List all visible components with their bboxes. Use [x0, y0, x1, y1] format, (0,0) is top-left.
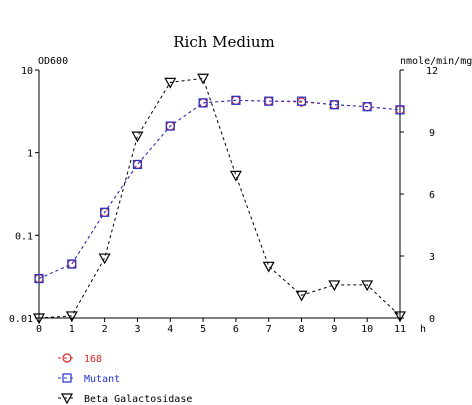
x-tick-label: 10 [361, 324, 373, 335]
right-axis-label: nmole/min/mg [400, 56, 472, 67]
data-point [131, 131, 144, 143]
legend-marker [62, 373, 72, 383]
data-point [295, 290, 308, 302]
data-point [328, 280, 341, 292]
data-point [361, 280, 374, 292]
data-point [132, 159, 143, 170]
data-point [164, 77, 177, 89]
series-line [38, 77, 401, 319]
data-point [264, 96, 274, 106]
data-point [229, 170, 242, 182]
right-tick-label: 6 [429, 190, 435, 201]
series-line [38, 99, 401, 280]
x-tick-label: 5 [200, 324, 206, 335]
left-axis-label: OD600 [38, 56, 68, 67]
legend-label: Beta Galactosidase [84, 394, 192, 405]
left-tick-label: 1 [27, 149, 33, 160]
series-0 [34, 95, 405, 284]
x-tick-label: 7 [266, 324, 272, 335]
x-tick-label: 1 [69, 324, 75, 335]
series-2 [32, 73, 407, 325]
legend-label: 168 [84, 354, 102, 365]
data-point [198, 98, 208, 108]
x-tick-label: 4 [167, 324, 173, 335]
series-1 [34, 95, 405, 284]
right-tick-label: 3 [429, 252, 435, 263]
data-point [98, 253, 111, 265]
right-tick-label: 0 [429, 314, 435, 325]
x-unit-label: h [420, 324, 426, 335]
data-point [362, 102, 372, 112]
right-tick-label: 12 [426, 66, 438, 77]
data-point [132, 159, 143, 170]
data-point [100, 207, 110, 217]
x-tick-label: 11 [394, 324, 406, 335]
series-layer [32, 73, 407, 325]
data-point [165, 121, 175, 131]
x-tick-label: 9 [331, 324, 337, 335]
legend-marker [62, 353, 72, 363]
data-point [65, 311, 78, 323]
left-tick-label: 10 [21, 66, 33, 77]
data-point [395, 105, 405, 115]
legend: 168 Mutant Beta Galactosidase [58, 353, 192, 405]
data-point [67, 259, 77, 269]
legend-item: 168 [58, 353, 102, 365]
legend-item: Beta Galactosidase [58, 393, 192, 405]
x-tick-label: 6 [233, 324, 239, 335]
data-point [393, 311, 407, 323]
x-tick-label: 8 [299, 324, 305, 335]
legend-label: Mutant [84, 374, 120, 385]
data-point [32, 313, 46, 325]
data-point [296, 96, 307, 106]
data-point [231, 95, 241, 105]
chart-title: Rich Medium [173, 33, 274, 51]
data-point [34, 273, 44, 284]
data-point [197, 73, 210, 85]
data-point [329, 100, 339, 110]
x-tick-label: 0 [36, 324, 42, 335]
left-tick-label: 0.1 [15, 231, 33, 242]
right-tick-label: 9 [429, 128, 435, 139]
legend-item: Mutant [58, 373, 120, 385]
data-point [67, 259, 77, 269]
legend-marker [60, 393, 74, 405]
x-tick-label: 2 [102, 324, 108, 335]
data-point [262, 261, 275, 273]
left-tick-label: 0.01 [9, 314, 33, 325]
x-tick-label: 3 [134, 324, 140, 335]
